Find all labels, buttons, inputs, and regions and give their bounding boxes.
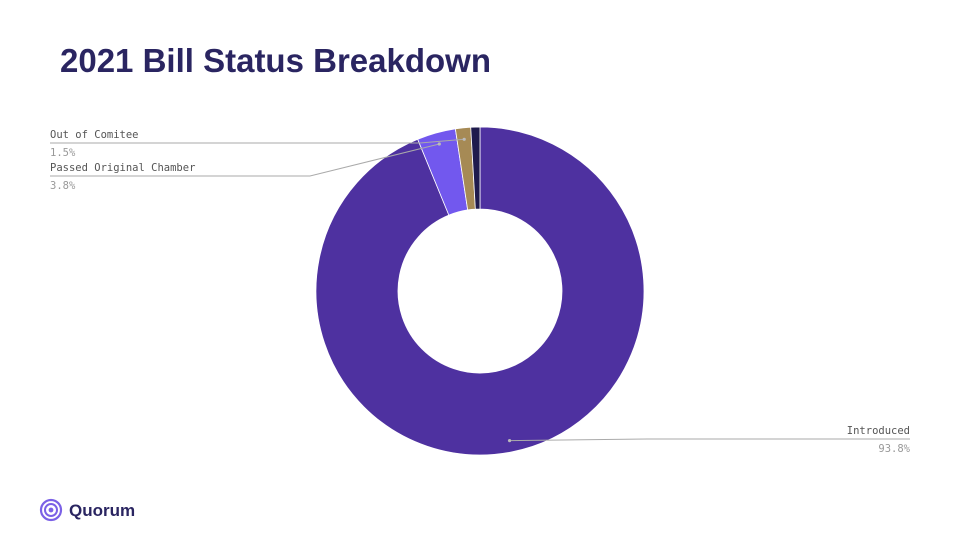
brand-name: Quorum bbox=[69, 501, 135, 520]
slice-value-label: 93.8% bbox=[878, 443, 910, 455]
logo-icon bbox=[39, 498, 63, 522]
donut-slice bbox=[470, 126, 481, 210]
slice-label: Out of Comitee bbox=[50, 129, 139, 141]
leader-dot bbox=[462, 137, 466, 141]
donut-chart: Introduced 93.8% Passed Original Chamber 3.… bbox=[50, 126, 911, 456]
leader-line bbox=[509, 438, 910, 442]
brand-logo: Quorum bbox=[39, 498, 135, 522]
slide-title: 2021 Bill Status Breakdown bbox=[60, 42, 491, 79]
leader-line bbox=[50, 143, 440, 177]
leader-dot bbox=[437, 142, 441, 146]
slice-value-label: 3.8% bbox=[50, 180, 76, 192]
logo-icon bbox=[48, 507, 54, 513]
donut-slice bbox=[315, 126, 645, 456]
slice-label: Passed Original Chamber bbox=[50, 162, 195, 174]
leader-line bbox=[50, 138, 465, 144]
logo-icon bbox=[44, 503, 58, 517]
slice-label: Introduced bbox=[847, 425, 910, 437]
slice-value-label: 1.5% bbox=[50, 147, 76, 159]
leader-dot bbox=[507, 439, 512, 443]
